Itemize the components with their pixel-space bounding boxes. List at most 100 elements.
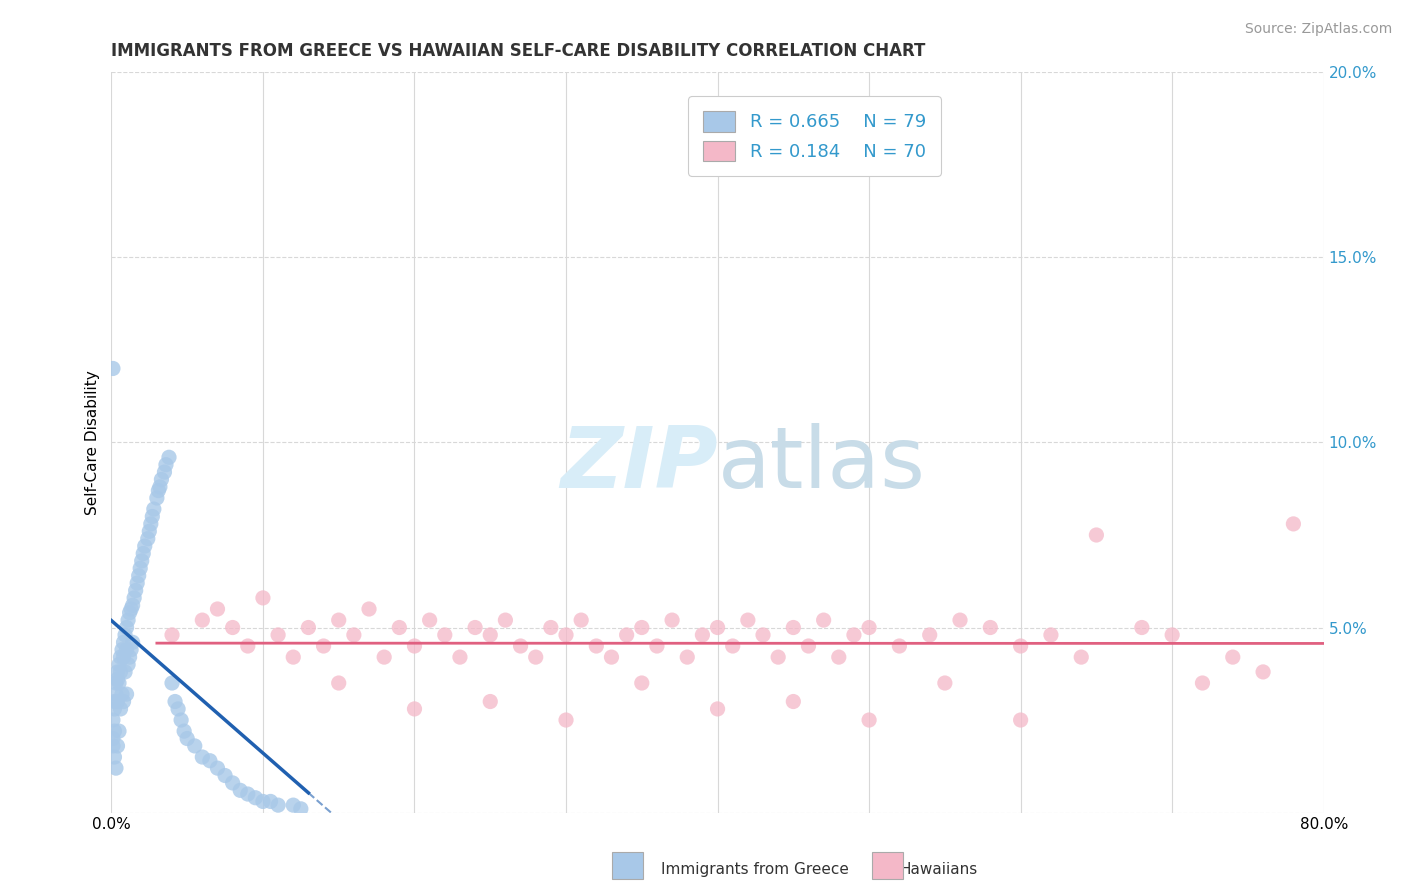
Point (157, 450, 180, 465)
Point (170, 713, 193, 727)
Point (404, 639, 426, 653)
Point (112, 650, 135, 665)
Point (112, 635, 135, 649)
Point (1191, 676, 1213, 690)
Point (706, 620, 728, 634)
Point (112, 694, 135, 708)
Point (1251, 665, 1274, 679)
Point (1282, 516, 1305, 531)
Point (120, 602, 142, 616)
Point (198, 754, 221, 768)
Point (118, 650, 141, 665)
Point (124, 583, 146, 598)
Point (115, 687, 138, 701)
Point (101, 713, 124, 727)
Point (139, 516, 162, 531)
Text: Immigrants from Greece: Immigrants from Greece (661, 863, 849, 877)
Point (115, 620, 138, 634)
Point (1070, 650, 1092, 665)
Text: IMMIGRANTS FROM GREECE VS HAWAIIAN SELF-CARE DISABILITY CORRELATION CHART: IMMIGRANTS FROM GREECE VS HAWAIIAN SELF-… (111, 42, 925, 60)
Point (555, 628, 578, 642)
Point (979, 620, 1001, 634)
Point (191, 613, 214, 627)
Point (150, 473, 173, 487)
Point (111, 687, 134, 701)
Point (782, 620, 804, 634)
Text: Hawaiians: Hawaiians (900, 863, 979, 877)
Point (117, 657, 139, 672)
Point (479, 694, 502, 708)
Point (949, 613, 972, 627)
Point (692, 628, 714, 642)
Point (630, 676, 652, 690)
Point (858, 620, 880, 634)
Point (127, 576, 149, 591)
Text: Source: ZipAtlas.com: Source: ZipAtlas.com (1244, 22, 1392, 37)
Point (207, 761, 229, 775)
Point (134, 539, 156, 553)
Point (114, 665, 136, 679)
Point (524, 650, 547, 665)
Point (146, 491, 169, 505)
Point (645, 639, 668, 653)
Point (1161, 628, 1184, 642)
Point (813, 613, 835, 627)
Point (101, 361, 124, 376)
Point (479, 628, 502, 642)
Point (110, 702, 132, 716)
Point (207, 602, 229, 616)
Point (252, 794, 274, 808)
Point (214, 768, 236, 782)
Point (120, 642, 142, 657)
Point (153, 465, 176, 479)
Point (934, 676, 956, 690)
Point (1010, 713, 1032, 727)
Point (160, 628, 183, 642)
Point (889, 639, 911, 653)
Point (122, 591, 145, 605)
Point (155, 458, 177, 472)
Point (343, 628, 366, 642)
Y-axis label: Self-Care Disability: Self-Care Disability (86, 370, 100, 515)
Point (737, 613, 759, 627)
Point (782, 694, 804, 708)
Point (101, 739, 124, 753)
Point (110, 665, 132, 679)
Point (661, 613, 683, 627)
Point (1130, 620, 1153, 634)
Point (114, 628, 136, 642)
Point (433, 628, 456, 642)
Point (136, 532, 159, 546)
Point (404, 702, 426, 716)
Point (160, 676, 183, 690)
Point (312, 639, 335, 653)
Point (373, 650, 395, 665)
Point (104, 761, 127, 775)
Text: atlas: atlas (717, 423, 925, 506)
Point (111, 642, 134, 657)
Point (173, 724, 195, 739)
Point (706, 702, 728, 716)
Point (121, 635, 143, 649)
Point (103, 750, 125, 764)
Point (128, 568, 150, 582)
Point (141, 509, 163, 524)
Point (267, 628, 290, 642)
Point (328, 613, 350, 627)
Point (585, 639, 607, 653)
Point (1085, 528, 1108, 542)
Point (676, 650, 699, 665)
Point (290, 802, 312, 816)
Point (1222, 650, 1244, 665)
Point (540, 620, 562, 634)
Point (259, 794, 281, 808)
Point (103, 702, 125, 716)
Point (142, 502, 165, 516)
Point (108, 657, 131, 672)
Point (328, 676, 350, 690)
Point (138, 524, 160, 539)
Point (131, 554, 153, 568)
Point (267, 798, 290, 813)
Point (167, 702, 190, 716)
Point (118, 606, 141, 620)
